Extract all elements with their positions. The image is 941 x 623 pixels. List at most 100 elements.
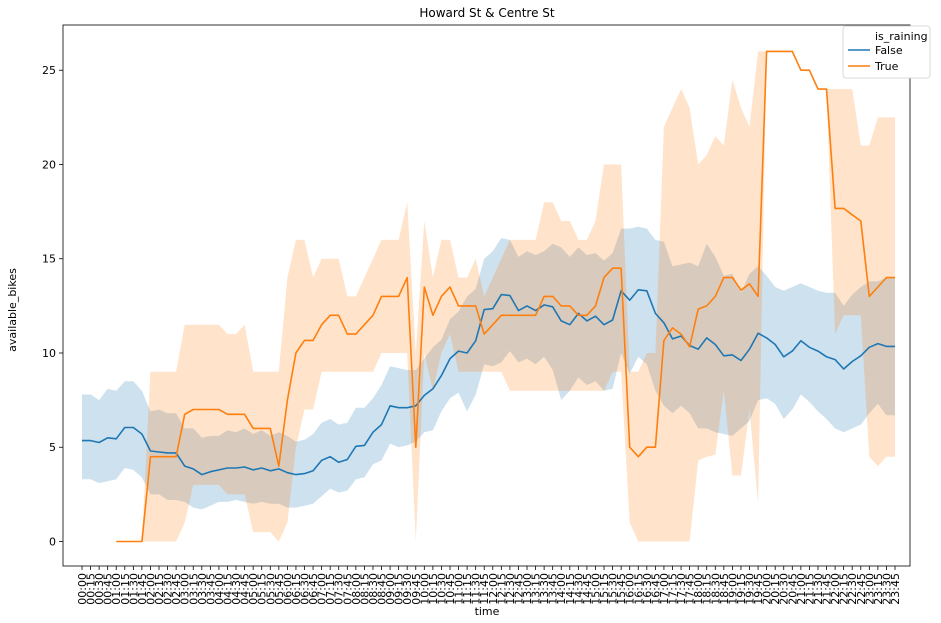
- x-tick-label: 08:30: [367, 573, 380, 605]
- confidence-band-false: [82, 226, 895, 510]
- x-tick-label: 12:00: [487, 573, 500, 605]
- series-line-true: [116, 50, 895, 543]
- x-tick-label: 15:00: [590, 573, 603, 605]
- x-tick-label: 02:45: [170, 573, 183, 605]
- x-tick-label: 05:30: [264, 573, 277, 605]
- axes-frame: [62, 24, 911, 567]
- x-tick-label: 07:45: [341, 573, 354, 605]
- x-tick-label: 22:15: [838, 573, 851, 605]
- x-tick-label: 08:45: [376, 573, 389, 605]
- y-tick-label: 0: [49, 535, 56, 548]
- x-tick-label: 15:30: [607, 573, 620, 605]
- x-tick-label: 13:00: [521, 573, 534, 605]
- x-tick-label: 03:15: [187, 573, 200, 605]
- x-tick-label: 11:45: [478, 573, 491, 605]
- x-tick-label: 19:30: [744, 573, 757, 605]
- x-tick-label: 14:30: [572, 573, 585, 605]
- x-tick-label: 10:00: [418, 573, 431, 605]
- legend-title: is_raining: [875, 30, 928, 43]
- x-tick-label: 04:00: [213, 573, 226, 605]
- x-tick-label: 12:45: [513, 573, 526, 605]
- x-tick-label: 22:45: [855, 573, 868, 605]
- x-tick-label: 14:15: [564, 573, 577, 605]
- x-tick-label: 17:15: [667, 573, 680, 605]
- y-axis: 0 5 10 15 20 25: [42, 64, 63, 548]
- x-tick-label: 22:30: [846, 573, 859, 605]
- x-tick-label: 17:00: [658, 573, 671, 605]
- x-tick-label: 13:30: [538, 573, 551, 605]
- x-tick-label: 02:15: [153, 573, 166, 605]
- x-tick-label: 05:00: [247, 573, 260, 605]
- x-tick-label: 13:45: [547, 573, 560, 605]
- x-tick-label: 08:15: [358, 573, 371, 605]
- y-tick-label: 10: [42, 347, 56, 360]
- x-tick-label: 01:00: [110, 573, 123, 605]
- legend: is_raining False True: [842, 25, 931, 79]
- x-tick-label: 18:30: [709, 573, 722, 605]
- x-tick-label: 16:15: [632, 573, 645, 605]
- chart-title: Howard St & Centre St: [419, 6, 555, 20]
- x-tick-label: 04:15: [222, 573, 235, 605]
- x-tick-label: 21:45: [821, 573, 834, 605]
- x-tick-label: 02:30: [162, 573, 175, 605]
- x-tick-label: 10:45: [444, 573, 457, 605]
- x-tick-label: 19:00: [726, 573, 739, 605]
- x-tick-label: 05:45: [273, 573, 286, 605]
- x-tick-label: 17:30: [675, 573, 688, 605]
- series-line-false: [82, 289, 895, 476]
- x-tick-label: 20:45: [786, 573, 799, 605]
- x-tick-label: 12:15: [495, 573, 508, 605]
- x-tick-label: 07:30: [333, 573, 346, 605]
- x-tick-label: 11:30: [470, 573, 483, 605]
- x-tick-label: 18:00: [692, 573, 705, 605]
- x-tick-label: 19:45: [752, 573, 765, 605]
- x-tick-label: 09:15: [393, 573, 406, 605]
- x-tick-label: 09:00: [384, 573, 397, 605]
- x-tick-label: 06:00: [281, 573, 294, 605]
- x-tick-label: 01:15: [119, 573, 132, 605]
- y-axis-label: available_bikes: [6, 268, 19, 352]
- x-tick-label: 02:00: [145, 573, 158, 605]
- x-tick-label: 07:15: [324, 573, 337, 605]
- x-tick-label: 01:30: [127, 573, 140, 605]
- x-tick-label: 16:45: [649, 573, 662, 605]
- x-tick-label: 17:45: [684, 573, 697, 605]
- x-tick-label: 09:30: [401, 573, 414, 605]
- y-tick-label: 25: [42, 64, 56, 77]
- x-tick-label: 21:15: [803, 573, 816, 605]
- x-tick-label: 23:15: [872, 573, 885, 605]
- x-tick-label: 20:00: [761, 573, 774, 605]
- x-tick-label: 18:15: [701, 573, 714, 605]
- x-axis: 00:0000:1500:3000:4501:0001:1501:3001:45…: [76, 566, 902, 605]
- y-tick-label: 15: [42, 253, 56, 266]
- y-tick-label: 5: [49, 441, 56, 454]
- x-tick-label: 03:45: [204, 573, 217, 605]
- x-tick-label: 14:00: [555, 573, 568, 605]
- legend-label-false: False: [875, 44, 903, 57]
- legend-frame: [842, 25, 931, 79]
- x-tick-label: 21:30: [812, 573, 825, 605]
- x-tick-label: 00:15: [85, 573, 98, 605]
- x-tick-label: 10:15: [427, 573, 440, 605]
- x-axis-label: time: [475, 605, 500, 618]
- x-tick-label: 11:15: [461, 573, 474, 605]
- x-tick-label: 06:15: [290, 573, 303, 605]
- x-tick-label: 01:45: [136, 573, 149, 605]
- x-tick-label: 20:30: [778, 573, 791, 605]
- x-tick-label: 11:00: [453, 573, 466, 605]
- x-tick-label: 18:45: [718, 573, 731, 605]
- x-tick-label: 04:30: [230, 573, 243, 605]
- x-tick-label: 15:15: [598, 573, 611, 605]
- x-tick-label: 00:30: [93, 573, 106, 605]
- x-tick-label: 10:30: [435, 573, 448, 605]
- x-tick-label: 23:30: [880, 573, 893, 605]
- x-tick-label: 15:45: [615, 573, 628, 605]
- x-tick-label: 20:15: [769, 573, 782, 605]
- x-tick-label: 13:15: [530, 573, 543, 605]
- x-tick-label: 16:30: [641, 573, 654, 605]
- x-tick-label: 07:00: [316, 573, 329, 605]
- x-tick-label: 00:45: [102, 573, 115, 605]
- x-tick-label: 12:30: [504, 573, 517, 605]
